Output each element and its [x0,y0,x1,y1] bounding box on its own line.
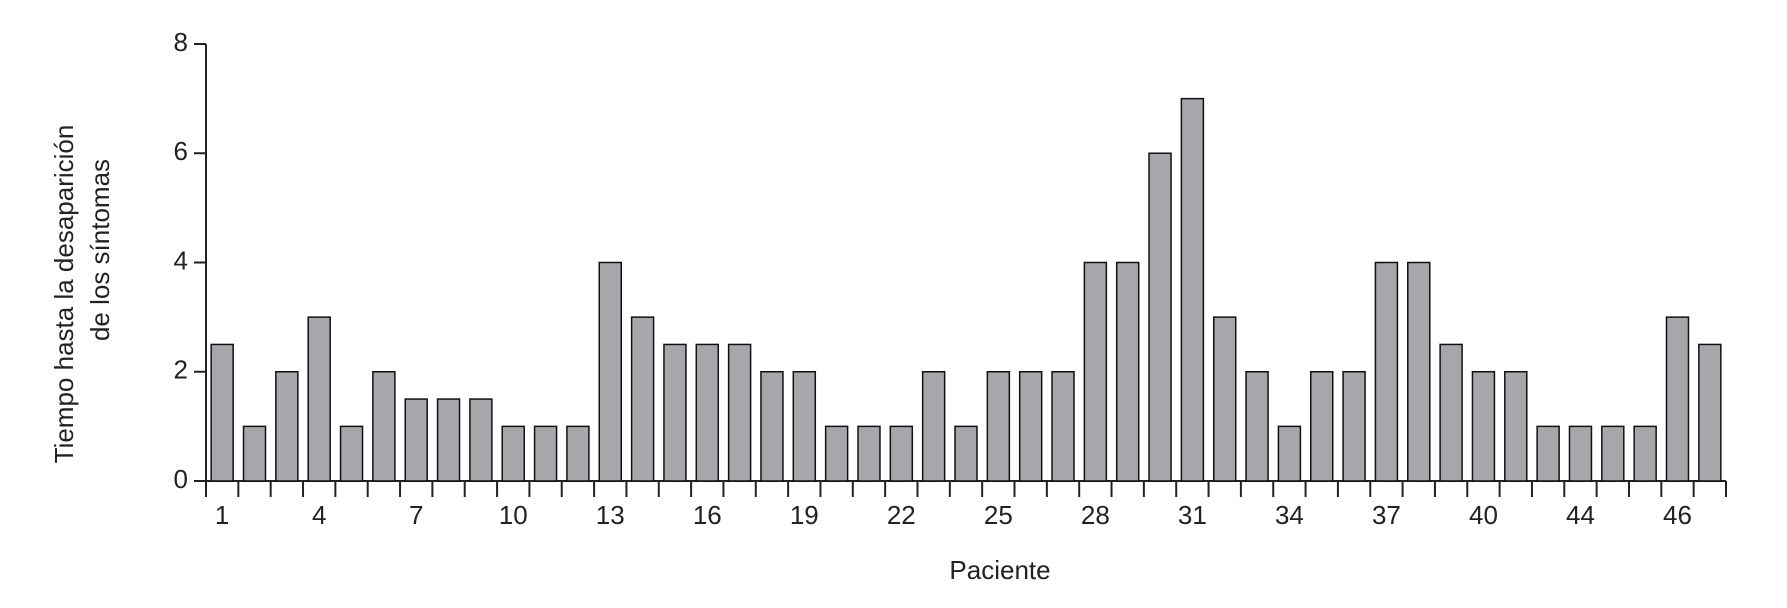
x-tick-label: 34 [1275,500,1304,530]
x-axis-label: Paciente [949,555,1050,585]
bar [210,343,234,482]
x-tick-label: 10 [499,500,528,530]
bar [1439,343,1463,482]
bar [1148,152,1172,482]
bar [1277,425,1302,482]
bar [566,425,590,482]
bar [954,425,978,482]
bar [986,371,1011,482]
bar [1633,425,1657,482]
bar [1180,97,1205,482]
x-tick-label: 19 [790,500,819,530]
bar [372,371,396,482]
x-tick-label: 1 [215,500,229,530]
bar [1083,261,1108,482]
x-tick-label: 40 [1469,500,1498,530]
bar [1407,261,1431,482]
bar [339,425,364,482]
y-axis-label: Tiempo hasta la desaparición [49,125,79,464]
bar [1665,316,1690,482]
bar [663,343,687,482]
x-tick-label: 28 [1081,500,1110,530]
x-tick-label: 4 [312,500,326,530]
bar [1698,343,1722,482]
x-tick-label: 22 [887,500,916,530]
bar [307,316,331,482]
x-tick-label: 13 [596,500,625,530]
bar [1568,425,1593,482]
bar [436,398,461,482]
bar [469,398,493,482]
bar [792,371,817,482]
bar [598,261,623,482]
bar [1342,371,1366,482]
bar [1245,371,1269,482]
x-tick-label: 25 [984,500,1013,530]
x-tick-label: 7 [409,500,423,530]
x-tick-label: 37 [1372,500,1401,530]
bar [1051,371,1075,482]
bar [1536,425,1560,482]
bar [727,343,752,482]
bar [921,371,946,482]
bar [404,398,428,482]
bar [501,425,525,482]
y-tick-label: 8 [174,27,188,57]
bar [1601,425,1625,482]
y-tick-label: 0 [174,464,188,494]
y-axis-label: de los síntomas [85,159,115,341]
bar [857,425,881,482]
y-tick-label: 4 [174,245,188,275]
x-tick-label: 31 [1178,500,1207,530]
y-tick-label: 2 [174,355,188,385]
bar [1018,371,1043,482]
bar [1504,371,1528,482]
x-tick-label: 44 [1566,500,1595,530]
bar [242,425,267,482]
x-tick-label: 16 [693,500,722,530]
bar [1471,371,1496,482]
bar [695,343,720,482]
bar [889,425,914,482]
x-tick-label: 46 [1663,500,1692,530]
bar [533,425,558,482]
bar [630,316,655,482]
bar [275,371,299,482]
bar [1115,261,1140,482]
bar [1309,371,1334,482]
y-tick-label: 6 [174,136,188,166]
bar [1212,316,1237,482]
bar [760,371,784,482]
bar [824,425,849,482]
bar [1374,261,1399,482]
